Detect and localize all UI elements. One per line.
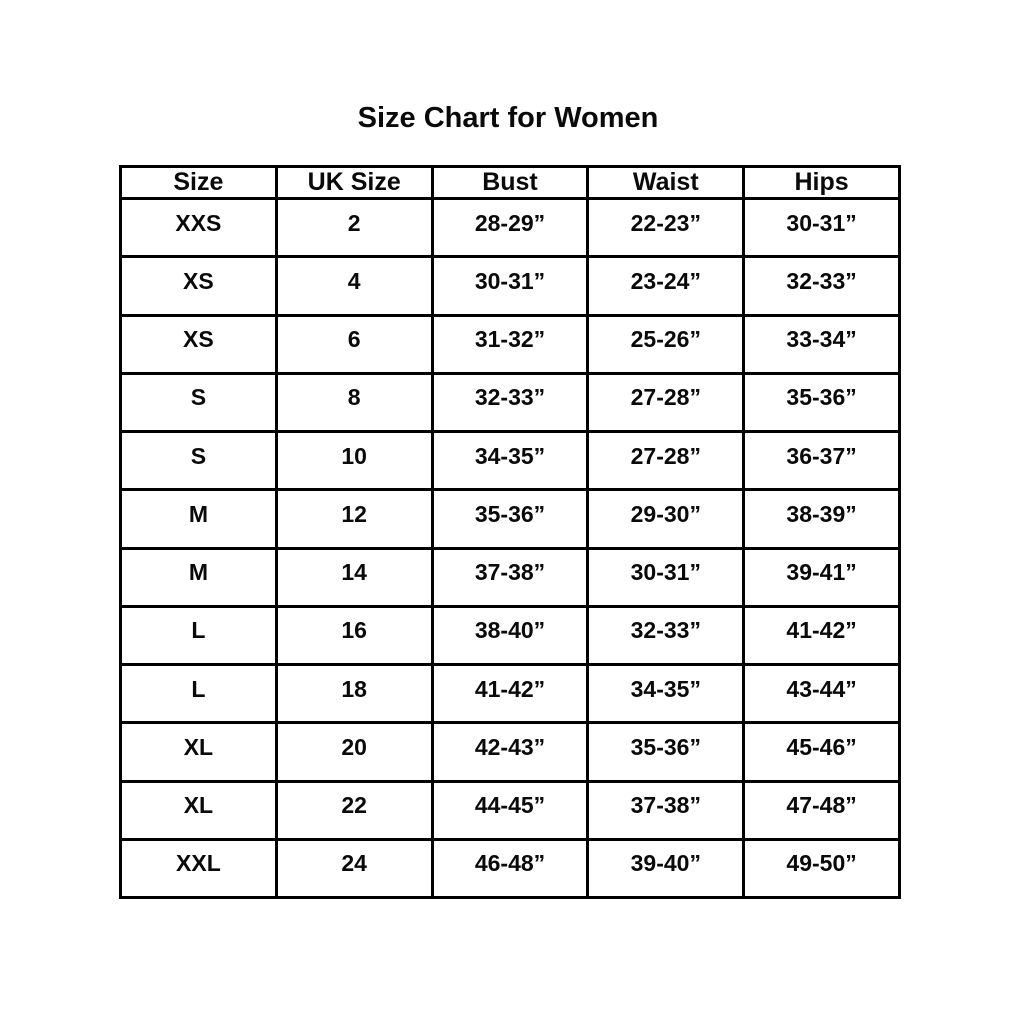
table-cell: 10: [274, 429, 434, 492]
column-header: UK Size: [274, 165, 434, 200]
table-cell: 8: [274, 371, 434, 434]
table-cell: L: [119, 604, 278, 667]
table-cell: 25-26”: [586, 313, 746, 375]
table-cell: M: [119, 546, 278, 608]
table-cell: 43-44”: [742, 662, 901, 725]
table-cell: 44-45”: [430, 779, 590, 841]
table-cell: 30-31”: [586, 546, 746, 608]
table-cell: 38-39”: [742, 488, 901, 550]
table-cell: 27-28”: [586, 371, 746, 434]
table-cell: 28-29”: [430, 196, 590, 259]
table-cell: 33-34”: [742, 313, 901, 375]
table-cell: 31-32”: [430, 313, 590, 375]
table-row: XXS 2 28-29” 22-23” 30-31”: [119, 196, 901, 259]
column-header: Waist: [586, 165, 746, 200]
table-cell: 29-30”: [586, 488, 746, 550]
table-cell: 32-33”: [742, 255, 901, 317]
table-row: L 18 41-42” 34-35” 43-44”: [119, 662, 901, 725]
table-cell: 32-33”: [586, 604, 746, 667]
column-header: Size: [119, 165, 278, 200]
table-cell: 37-38”: [586, 779, 746, 841]
table-cell: 2: [274, 196, 434, 259]
table-cell: 42-43”: [430, 721, 590, 783]
table-cell: 4: [274, 255, 434, 317]
table-cell: 6: [274, 313, 434, 375]
column-header: Bust: [430, 165, 590, 200]
table-cell: 30-31”: [430, 255, 590, 317]
table-cell: 41-42”: [430, 662, 590, 725]
table-cell: 46-48”: [430, 837, 590, 900]
table-cell: 34-35”: [586, 662, 746, 725]
column-header: Hips: [742, 165, 901, 200]
table-row: XS 4 30-31” 23-24” 32-33”: [119, 255, 901, 317]
table-cell: 45-46”: [742, 721, 901, 783]
table-cell: 39-41”: [742, 546, 901, 608]
table-cell: 32-33”: [430, 371, 590, 434]
table-cell: 20: [274, 721, 434, 783]
table-cell: 35-36”: [742, 371, 901, 434]
table-cell: 22-23”: [586, 196, 746, 259]
table-cell: 39-40”: [586, 837, 746, 900]
table-row: M 14 37-38” 30-31” 39-41”: [119, 546, 901, 608]
table-cell: 36-37”: [742, 429, 901, 492]
table-cell: 38-40”: [430, 604, 590, 667]
page-title: Size Chart for Women: [357, 102, 659, 134]
table-body: XXS 2 28-29” 22-23” 30-31” XS 4 30-31” 23-24” 32-…: [119, 196, 901, 900]
table-cell: 49-50”: [742, 837, 901, 900]
table-cell: S: [119, 429, 278, 492]
table-row: XL 20 42-43” 35-36” 45-46”: [119, 721, 901, 783]
table-cell: XS: [119, 313, 278, 375]
table-cell: 35-36”: [430, 488, 590, 550]
table-cell: 34-35”: [430, 429, 590, 492]
table-cell: 35-36”: [586, 721, 746, 783]
table-cell: S: [119, 371, 278, 434]
table-row: XL 22 44-45” 37-38” 47-48”: [119, 779, 901, 841]
table-cell: 27-28”: [586, 429, 746, 492]
table-row: L 16 38-40” 32-33” 41-42”: [119, 604, 901, 667]
table-cell: M: [119, 488, 278, 550]
table-cell: 16: [274, 604, 434, 667]
table-cell: 47-48”: [742, 779, 901, 841]
table-row: XS 6 31-32” 25-26” 33-34”: [119, 313, 901, 375]
table-header: Size UK Size Bust Waist Hips: [119, 165, 901, 200]
table-row: S 10 34-35” 27-28” 36-37”: [119, 429, 901, 492]
table-cell: 18: [274, 662, 434, 725]
table-cell: 22: [274, 779, 434, 841]
table-cell: 14: [274, 546, 434, 608]
table-cell: XL: [119, 721, 278, 783]
table-cell: XL: [119, 779, 278, 841]
table-row: XXL 24 46-48” 39-40” 49-50”: [119, 837, 901, 900]
table-cell: 24: [274, 837, 434, 900]
table-cell: 30-31”: [742, 196, 901, 259]
table-cell: 37-38”: [430, 546, 590, 608]
table-cell: 12: [274, 488, 434, 550]
table-cell: XXL: [119, 837, 278, 900]
table-cell: 41-42”: [742, 604, 901, 667]
header-row: Size UK Size Bust Waist Hips: [119, 165, 901, 200]
table-cell: L: [119, 662, 278, 725]
table-cell: XXS: [119, 196, 278, 259]
table-cell: 23-24”: [586, 255, 746, 317]
table-row: M 12 35-36” 29-30” 38-39”: [119, 488, 901, 550]
table-row: S 8 32-33” 27-28” 35-36”: [119, 371, 901, 434]
size-chart-table: Size UK Size Bust Waist Hips XXS 2 28-29” 22-23…: [119, 165, 901, 900]
table-cell: XS: [119, 255, 278, 317]
